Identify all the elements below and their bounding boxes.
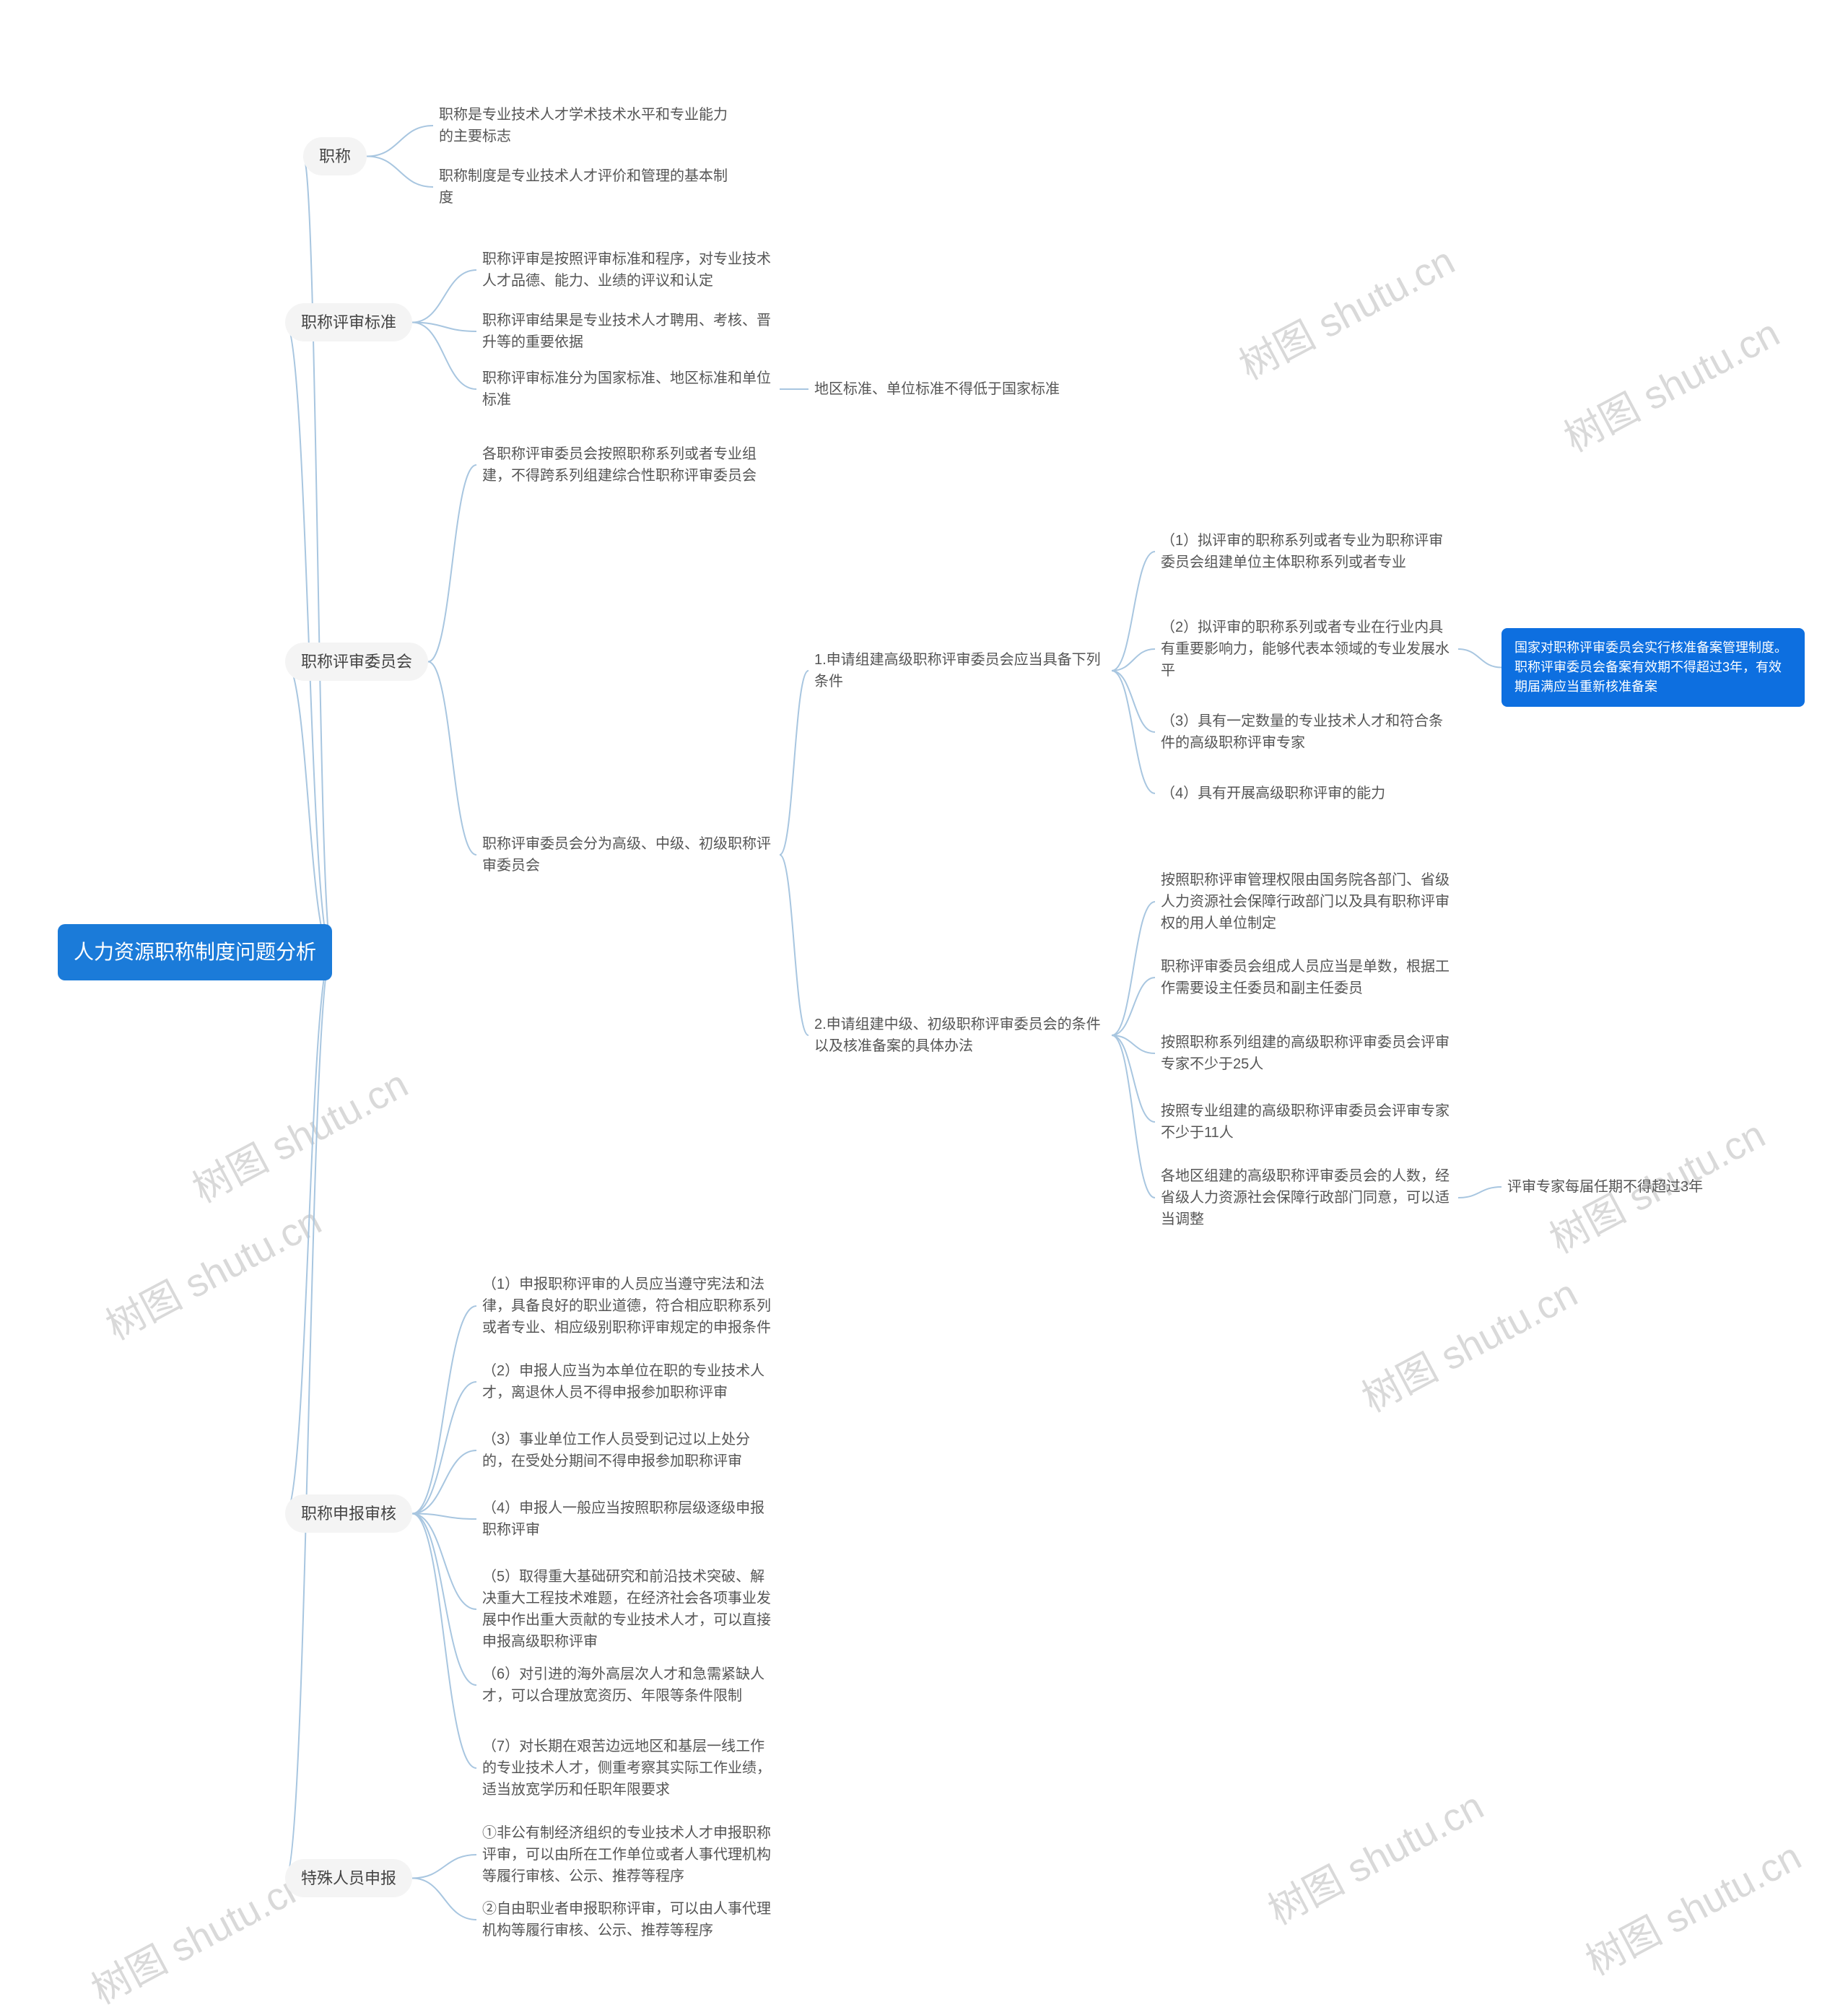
mindmap-node-n3b2e1: 评审专家每届任期不得超过3年 [1502,1173,1709,1201]
connector [1112,1035,1155,1198]
mindmap-node-n4g: （7）对长期在艰苦边远地区和基层一线工作的专业技术人才，侧重考察其实际工作业绩，… [476,1733,780,1803]
connector [1112,1035,1155,1122]
mindmap-node-n2c1: 地区标准、单位标准不得低于国家标准 [808,375,1065,403]
mindmap-node-n3b1b: （2）拟评审的职称系列或者专业在行业内具有重要影响力，能够代表本领域的专业发展水… [1155,614,1458,684]
connector [412,1514,476,1610]
mindmap-node-n3b2e: 各地区组建的高级职称评审委员会的人数，经省级人力资源社会保障行政部门同意，可以适… [1155,1162,1458,1233]
mindmap-node-n4: 职称申报审核 [285,1494,412,1533]
connector [412,323,476,390]
connector [1458,649,1502,668]
mindmap-node-n4f: （6）对引进的海外高层次人才和急需紧缺人才，可以合理放宽资历、年限等条件限制 [476,1661,780,1710]
connector [412,1879,476,1920]
mindmap-node-n3b1: 1.申请组建高级职称评审委员会应当具备下列条件 [808,646,1112,695]
mindmap-node-n1a: 职称是专业技术人才学术技术水平和专业能力的主要标志 [433,101,736,150]
connector [428,662,476,856]
mindmap-node-n5: 特殊人员申报 [285,1859,412,1897]
connector [1112,671,1155,793]
connector [1112,978,1155,1035]
connector [1458,1187,1502,1198]
mindmap-node-n3b1d: （4）具有开展高级职称评审的能力 [1155,780,1391,807]
mindmap-node-n3a: 各职称评审委员会按照职称系列或者专业组建，不得跨系列组建综合性职称评审委员会 [476,440,780,489]
connector [285,662,332,953]
mindmap-node-n2: 职称评审标准 [285,303,412,341]
mindmap-node-n3b1c: （3）具有一定数量的专业技术人才和符合条件的高级职称评审专家 [1155,708,1458,757]
mindmap-node-n1: 职称 [303,137,367,175]
mindmap-node-n5a: ①非公有制经济组织的专业技术人才申报职称评审，可以由所在工作单位或者人事代理机构… [476,1819,780,1890]
mindmap-node-n3b2b: 职称评审委员会组成人员应当是单数，根据工作需要设主任委员和副主任委员 [1155,953,1458,1002]
mindmap-node-n3b2: 2.申请组建中级、初级职称评审委员会的条件以及核准备案的具体办法 [808,1011,1112,1060]
mindmap-node-n4d: （4）申报人一般应当按照职称层级逐级申报职称评审 [476,1494,780,1544]
mindmap-node-n3b: 职称评审委员会分为高级、中级、初级职称评审委员会 [476,830,780,879]
connector [412,1450,476,1514]
connector [412,1382,476,1514]
mindmap-node-n3b2d: 按照专业组建的高级职称评审委员会评审专家不少于11人 [1155,1097,1458,1146]
connector [780,671,808,855]
mindmap-node-n3b1a: （1）拟评审的职称系列或者专业为职称评审委员会组建单位主体职称系列或者专业 [1155,527,1458,576]
mindmap-node-n3b2c: 按照职称系列组建的高级职称评审委员会评审专家不少于25人 [1155,1029,1458,1078]
mindmap-node-root: 人力资源职称制度问题分析 [58,924,332,980]
mindmap-node-n4e: （5）取得重大基础研究和前沿技术突破、解决重大工程技术难题，在经济社会各项事业发… [476,1563,780,1655]
connector [367,126,433,157]
mindmap-node-n4c: （3）事业单位工作人员受到记过以上处分的，在受处分期间不得申报参加职称评审 [476,1426,780,1475]
connector [412,323,476,332]
connector [428,465,476,662]
connector [412,270,476,323]
mindmap-node-n3: 职称评审委员会 [285,643,428,681]
mindmap-node-n1b: 职称制度是专业技术人才评价和管理的基本制度 [433,162,736,212]
mindmap-node-n4a: （1）申报职称评审的人员应当遵守宪法和法律，具备良好的职业道德，符合相应职称系列… [476,1271,780,1341]
mindmap-node-n3b1h: 国家对职称评审委员会实行核准备案管理制度。职称评审委员会备案有效期不得超过3年，… [1502,628,1805,707]
connector [1112,902,1155,1035]
mindmap-node-n2c: 职称评审标准分为国家标准、地区标准和单位标准 [476,365,780,414]
connector [412,1514,476,1769]
connector [412,1514,476,1686]
connector [367,157,433,188]
connector [1112,552,1155,671]
mindmap-node-n2b: 职称评审结果是专业技术人才聘用、考核、晋升等的重要依据 [476,307,780,356]
connector [285,952,332,1879]
connector [780,855,808,1035]
connector [1112,671,1155,732]
mindmap-node-n2a: 职称评审是按照评审标准和程序，对专业技术人才品德、能力、业绩的评议和认定 [476,245,780,295]
mindmap-node-n3b2a: 按照职称评审管理权限由国务院各部门、省级人力资源社会保障行政部门以及具有职称评审… [1155,866,1458,937]
mindmap-node-n4b: （2）申报人应当为本单位在职的专业技术人才，离退休人员不得申报参加职称评审 [476,1357,780,1406]
connector [412,1855,476,1879]
